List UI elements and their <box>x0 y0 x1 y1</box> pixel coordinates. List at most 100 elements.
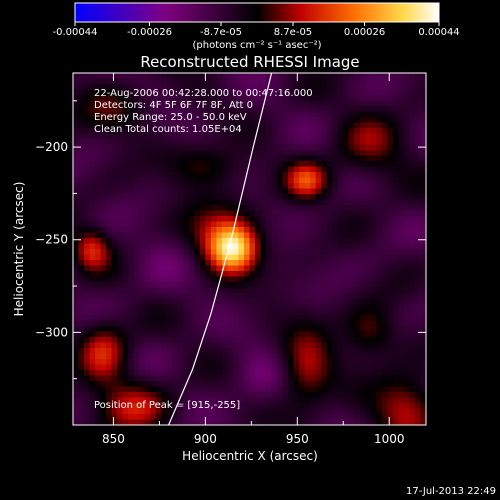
heatmap-cell <box>348 155 355 162</box>
heatmap-cell <box>210 304 217 310</box>
heatmap-cell <box>183 227 190 233</box>
heatmap-cell <box>293 166 300 173</box>
heatmap-cell <box>293 89 300 96</box>
heatmap-cell <box>89 139 96 145</box>
heatmap-cell <box>128 326 135 332</box>
heatmap-cell <box>337 188 344 195</box>
heatmap-cell <box>321 95 328 101</box>
heatmap-cell <box>249 419 256 425</box>
heatmap-cell <box>304 298 311 305</box>
heatmap-cell <box>111 282 118 288</box>
heatmap-cell <box>73 271 79 277</box>
heatmap-cell <box>128 337 135 343</box>
heatmap-cell <box>144 315 151 321</box>
heatmap-cell <box>100 276 107 283</box>
heatmap-cell <box>243 100 250 107</box>
heatmap-cell <box>260 139 267 145</box>
heatmap-cell <box>381 265 388 272</box>
heatmap-cell <box>100 122 107 129</box>
heatmap-cell <box>227 408 234 415</box>
heatmap-cell <box>332 199 339 206</box>
heatmap-cell <box>155 161 162 167</box>
heatmap-cell <box>255 392 261 398</box>
heatmap-cell <box>321 392 328 398</box>
heatmap-cell <box>343 150 350 156</box>
heatmap-cell <box>315 161 322 167</box>
heatmap-cell <box>343 177 350 184</box>
heatmap-cell <box>73 133 79 140</box>
heatmap-cell <box>172 95 179 101</box>
heatmap-cell <box>216 205 223 211</box>
heatmap-cell <box>271 78 278 85</box>
heatmap-cell <box>249 111 256 118</box>
heatmap-cell <box>232 348 239 354</box>
heatmap-cell <box>172 183 179 189</box>
heatmap-cell <box>89 188 96 195</box>
heatmap-cell <box>343 100 350 107</box>
heatmap-cell <box>210 337 217 343</box>
heatmap-cell <box>299 348 306 354</box>
heatmap-cell <box>166 177 173 184</box>
heatmap-cell <box>183 95 190 101</box>
heatmap-cell <box>359 78 366 85</box>
heatmap-cell <box>365 260 372 266</box>
heatmap-cell <box>188 348 195 354</box>
heatmap-cell <box>216 403 223 409</box>
heatmap-cell <box>172 359 179 365</box>
heatmap-cell <box>277 298 283 305</box>
heatmap-cell <box>199 216 206 222</box>
heatmap-cell <box>78 95 85 101</box>
heatmap-cell <box>288 298 295 305</box>
heatmap-cell <box>117 337 124 343</box>
heatmap-cell <box>326 331 333 338</box>
heatmap-cell <box>89 348 96 354</box>
heatmap-cell <box>95 205 101 211</box>
heatmap-cell <box>387 238 394 244</box>
heatmap-cell <box>111 326 118 332</box>
heatmap-cell <box>199 414 206 420</box>
heatmap-cell <box>216 265 223 272</box>
heatmap-cell <box>133 84 140 90</box>
heatmap-cell <box>84 260 90 266</box>
heatmap-cell <box>332 210 339 217</box>
heatmap-cell <box>106 375 113 382</box>
heatmap-cell <box>409 133 416 140</box>
heatmap-cell <box>337 419 344 425</box>
heatmap-cell <box>117 381 124 387</box>
heatmap-cell <box>216 177 223 184</box>
heatmap-cell <box>343 309 350 316</box>
heatmap-cell <box>133 348 140 354</box>
heatmap-cell <box>106 78 113 85</box>
x-tick-label: 1000 <box>374 432 405 446</box>
heatmap-cell <box>177 177 184 184</box>
heatmap-cell <box>348 287 355 294</box>
heatmap-cell <box>381 337 388 343</box>
heatmap-cell <box>359 133 366 140</box>
heatmap-cell <box>392 172 399 178</box>
heatmap-cell <box>337 205 344 211</box>
heatmap-cell <box>293 221 300 228</box>
heatmap-cell <box>216 166 223 173</box>
heatmap-cell <box>332 375 339 382</box>
heatmap-cell <box>199 348 206 354</box>
heatmap-cell <box>370 199 377 206</box>
heatmap-cell <box>73 172 79 178</box>
heatmap-cell <box>398 133 405 140</box>
heatmap-cell <box>78 276 85 283</box>
colorbar-tick-label: 0.00026 <box>344 27 385 38</box>
heatmap-cell <box>293 128 300 134</box>
heatmap-cell <box>387 359 394 365</box>
heatmap-cell <box>210 84 217 90</box>
heatmap-cell <box>73 199 79 206</box>
heatmap-cell <box>381 106 388 112</box>
heatmap-cell <box>128 419 135 425</box>
heatmap-cell <box>139 265 146 272</box>
heatmap-cell <box>343 408 350 415</box>
heatmap-cell <box>133 177 140 184</box>
heatmap-cell <box>359 73 366 79</box>
heatmap-cell <box>210 210 217 217</box>
heatmap-cell <box>84 271 90 277</box>
heatmap-cell <box>398 287 405 294</box>
heatmap-cell <box>155 177 162 184</box>
